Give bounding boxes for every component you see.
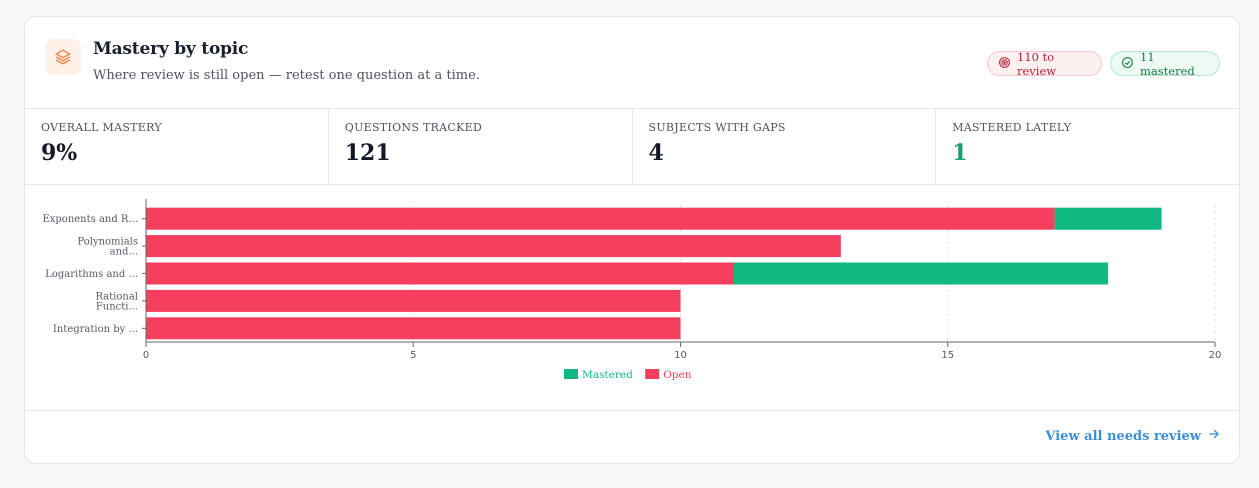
x-tick-label: 10 [674, 350, 687, 361]
stat-overall-mastery: Overall mastery 9% [25, 109, 329, 184]
category-label: Functi... [96, 301, 138, 312]
layers-icon [45, 39, 81, 75]
card-title: Mastery by topic [93, 39, 249, 59]
bar-mastered [1054, 207, 1162, 230]
to-review-label: 110 to review [1017, 49, 1057, 78]
card-subtitle: Where review is still open — retest one … [93, 68, 480, 83]
stat-label: Overall mastery [41, 121, 162, 134]
stat-label: Questions tracked [344, 121, 483, 134]
category-label: Polynomials [77, 237, 138, 248]
category-label: and... [110, 247, 138, 258]
bar-open [146, 317, 681, 340]
view-all-needs-review-link[interactable]: View all needs review [1045, 427, 1221, 445]
check-circle-icon [1121, 56, 1134, 72]
stat-value: 4 [648, 140, 664, 166]
category-label: Exponents and R... [42, 214, 138, 225]
x-tick-label: 15 [941, 350, 954, 361]
arrow-right-icon [1207, 427, 1221, 445]
legend-swatch [645, 369, 660, 379]
stat-subjects-with-gaps: Subjects with gaps 4 [633, 109, 937, 184]
card-header: Mastery by topic Where review is still o… [25, 17, 1239, 109]
category-label: Logarithms and ... [45, 269, 138, 280]
target-icon [998, 56, 1011, 72]
bar-mastered [733, 262, 1109, 285]
stat-value: 1 [952, 140, 968, 166]
legend-swatch [564, 369, 578, 379]
to-review-badge[interactable]: 110 to review [987, 49, 1102, 78]
mastered-badge[interactable]: 11 mastered [1110, 49, 1220, 78]
bar-open [146, 289, 681, 312]
x-tick-label: 20 [1209, 350, 1222, 361]
category-label: Rational [95, 291, 138, 302]
mastery-chart: Exponents and R... Polynomials and... Logar… [25, 185, 1239, 411]
x-tick-label: 0 [143, 350, 149, 361]
mastery-card: Mastery by topic Where review is still o… [24, 16, 1240, 464]
x-tick-label: 5 [410, 350, 416, 361]
legend-label: Mastered [582, 369, 633, 381]
category-label: Integration by ... [53, 324, 138, 335]
stat-questions-tracked: Questions tracked 121 [329, 109, 633, 184]
bar-open [146, 235, 841, 258]
stat-label: Subjects with gaps [648, 121, 786, 134]
stat-value: 121 [344, 140, 391, 166]
bar-open [146, 207, 1055, 230]
stat-mastered-lately: Mastered lately 1 [936, 109, 1239, 184]
mastered-label: 11 mastered [1140, 49, 1195, 78]
stats-row: Overall mastery 9% Questions tracked 121… [25, 109, 1239, 185]
legend-label: Open [663, 369, 692, 381]
bar-open [146, 262, 734, 285]
stat-value: 9% [41, 140, 78, 166]
stat-label: Mastered lately [952, 121, 1072, 134]
view-all-label: View all needs review [1045, 428, 1201, 444]
